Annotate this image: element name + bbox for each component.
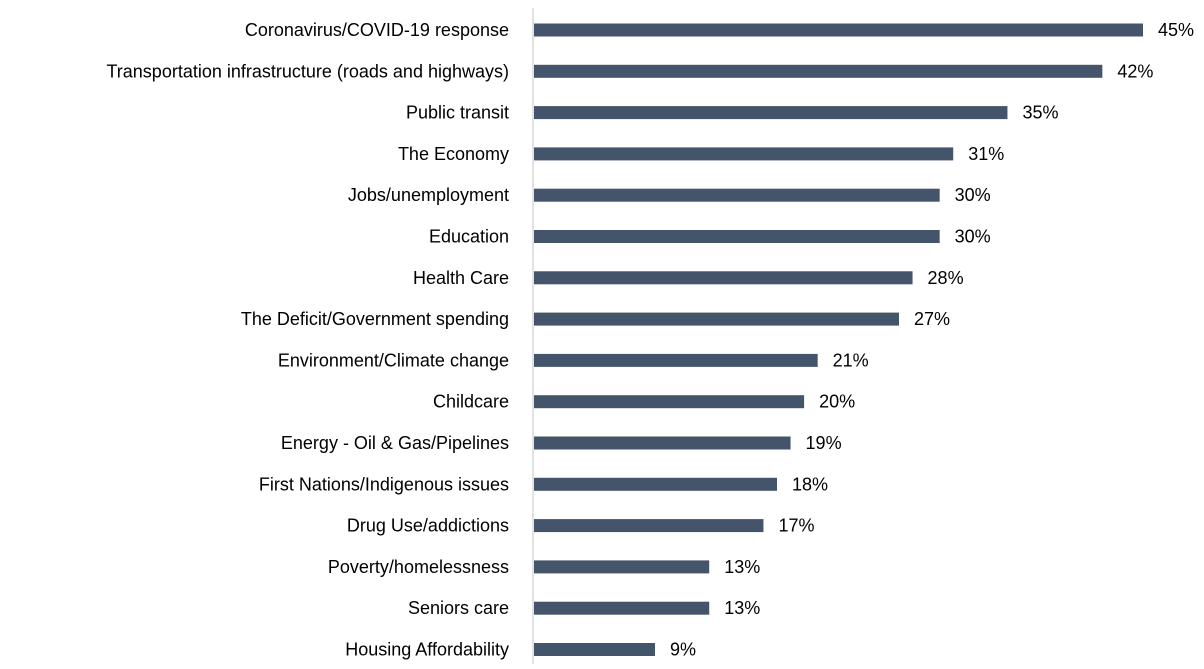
bar	[534, 519, 764, 533]
bar	[534, 188, 940, 202]
bar	[534, 64, 1103, 78]
value-label: 13%	[724, 598, 760, 618]
category-label: Public transit	[406, 103, 509, 123]
value-label: 31%	[968, 144, 1004, 164]
value-label: 19%	[806, 433, 842, 453]
bar	[534, 436, 791, 450]
bar	[534, 643, 655, 656]
bar	[534, 312, 899, 326]
value-label: 28%	[928, 268, 964, 288]
value-label: 18%	[792, 474, 828, 494]
category-label: Health Care	[413, 268, 509, 288]
category-label: Drug Use/addictions	[347, 516, 509, 536]
value-label: 30%	[955, 185, 991, 205]
category-label: Coronavirus/COVID-19 response	[245, 20, 509, 40]
category-label: Childcare	[433, 392, 509, 412]
category-label: Education	[429, 227, 509, 247]
value-label: 20%	[819, 392, 855, 412]
category-label: The Deficit/Government spending	[241, 309, 509, 329]
value-label: 21%	[833, 350, 869, 370]
value-label: 27%	[914, 309, 950, 329]
category-labels-layer: Coronavirus/COVID-19 response Transportat…	[106, 20, 509, 660]
value-labels-layer: 45% 42% 35% 31% 30% 30% 28% 27% 21% 20% 19% 18% 17% 1…	[670, 20, 1194, 660]
category-label: Energy - Oil & Gas/Pipelines	[281, 433, 509, 453]
value-label: 42%	[1117, 61, 1153, 81]
category-label: Environment/Climate change	[278, 350, 509, 370]
category-label: Transportation infrastructure (roads and…	[106, 61, 509, 81]
value-label: 30%	[955, 227, 991, 247]
bar	[534, 353, 818, 367]
bar	[534, 147, 954, 161]
value-label: 35%	[1022, 103, 1058, 123]
bars-layer	[534, 23, 1143, 656]
bar	[534, 560, 710, 574]
category-label: The Economy	[398, 144, 509, 164]
bar	[534, 23, 1143, 37]
bar	[534, 395, 805, 409]
value-label: 17%	[778, 516, 814, 536]
value-label: 9%	[670, 640, 696, 660]
value-label: 45%	[1158, 20, 1194, 40]
value-label: 13%	[724, 557, 760, 577]
bar	[534, 230, 940, 243]
bar	[534, 106, 1008, 120]
category-label: Jobs/unemployment	[348, 185, 509, 205]
category-label: First Nations/Indigenous issues	[259, 474, 509, 494]
bar	[534, 601, 710, 615]
bar	[534, 477, 777, 491]
category-label: Housing Affordability	[345, 640, 509, 660]
bar	[534, 271, 913, 285]
category-label: Poverty/homelessness	[328, 557, 509, 577]
category-label: Seniors care	[408, 598, 509, 618]
